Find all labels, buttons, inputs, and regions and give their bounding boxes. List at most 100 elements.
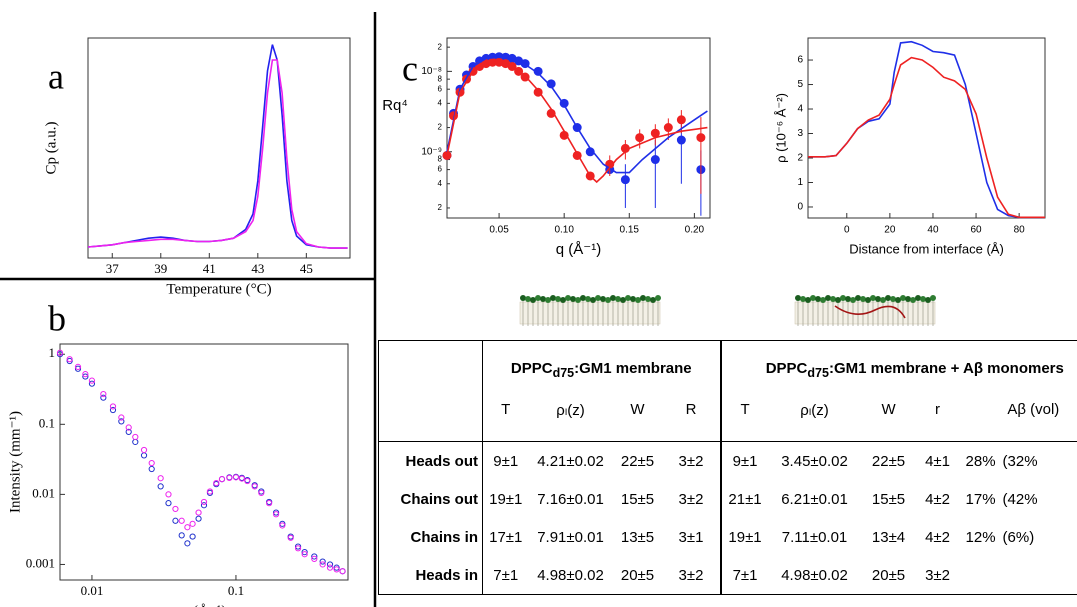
x-tick-label: 37 xyxy=(106,261,120,276)
data-point xyxy=(125,424,132,431)
lipid-head xyxy=(650,297,656,303)
data-point xyxy=(157,483,164,490)
lipid-head xyxy=(855,295,861,301)
x-tick-label: 0.15 xyxy=(620,225,640,236)
plot-frame xyxy=(59,343,349,581)
lipid-head xyxy=(590,297,596,303)
data-point xyxy=(195,509,202,516)
table-cell: (32% xyxy=(1002,452,1038,470)
x-axis-label: Temperature (°C) xyxy=(166,281,271,297)
x-tick-label: 0.20 xyxy=(685,225,705,236)
data-point xyxy=(319,558,326,565)
lipid-head xyxy=(585,296,591,302)
panel: a 37 39 41 43 45 Temperature (°C) Cp (a.u.) xyxy=(43,37,351,297)
data-point xyxy=(650,128,660,138)
data-point xyxy=(74,363,82,370)
data-point xyxy=(333,564,340,571)
data-point xyxy=(258,489,265,496)
x-tick-label: 45 xyxy=(300,261,313,276)
table-cell: 13±4 xyxy=(871,528,906,546)
data-point xyxy=(218,476,226,483)
y-tick-label: 1 xyxy=(797,177,803,188)
y-tick-label: 0.001 xyxy=(26,555,55,570)
lipid-head xyxy=(520,295,526,301)
table-cell: 9±1 xyxy=(732,452,758,470)
y-tick-label: 8 xyxy=(438,155,443,164)
table-body: DPPCd75:GM1 membrane DPPCd75:GM1 membrane… xyxy=(378,340,1077,595)
data-point xyxy=(676,115,686,125)
x-tick-label: 80 xyxy=(1014,225,1026,236)
lipid-head xyxy=(635,297,641,303)
column-header: W xyxy=(860,401,917,442)
y-axis-label: Intensity (mm⁻¹) xyxy=(7,411,23,513)
table-cell: 7.91±0.01 xyxy=(537,528,604,546)
lipid-head xyxy=(925,297,931,303)
data-point xyxy=(132,433,139,441)
y-tick-label: 4 xyxy=(438,179,443,188)
data-point xyxy=(294,545,302,552)
data-point xyxy=(272,509,280,516)
lipid-head xyxy=(920,296,926,302)
data-point xyxy=(244,477,251,485)
data-point xyxy=(546,79,556,89)
data-point xyxy=(238,475,246,482)
data-point xyxy=(66,357,73,365)
data-point xyxy=(635,133,645,143)
data-point xyxy=(272,511,280,518)
x-axis-label: q (Å⁻¹) xyxy=(182,603,227,607)
lipid-head xyxy=(580,295,586,301)
lipid-head xyxy=(915,295,921,301)
data-point xyxy=(172,505,179,513)
table-cell: 3±2 xyxy=(662,480,722,518)
peptide xyxy=(834,305,906,319)
data-point xyxy=(311,555,318,563)
table-cell: 17% xyxy=(965,490,996,508)
column-header: ρₗ(z) xyxy=(768,401,861,442)
table-row: Chains in 17±1 7.91±0.01 13±5 3±1 19±1 7.11±0.… xyxy=(378,518,1077,556)
table-wrap: DPPCd75:GM1 membrane DPPCd75:GM1 membrane… xyxy=(378,340,1077,607)
lipid-head xyxy=(560,297,566,303)
panel: b 0.01 0.1 0.001 0.01 0.1 1 q (Å⁻¹) Intensity (m… xyxy=(7,298,349,607)
lipid-head xyxy=(615,296,621,302)
lipid-head xyxy=(885,295,891,301)
row-label: Chains out xyxy=(378,480,483,518)
series-line xyxy=(808,40,1045,219)
group-header-part: d75 xyxy=(807,366,829,380)
lipid-head xyxy=(890,296,896,302)
data-point xyxy=(189,533,196,540)
table-cell xyxy=(1003,556,1077,595)
group-header-part: DPPC xyxy=(510,360,553,377)
table-cell: 4±1 xyxy=(925,452,950,470)
table-cell: 15±5 xyxy=(620,490,655,508)
column-header: T xyxy=(720,401,769,442)
table-cell: 28% xyxy=(965,452,996,470)
column-header: r xyxy=(916,401,959,442)
lipid-head xyxy=(850,297,856,303)
table-cell: 4.98±0.02 xyxy=(537,566,604,584)
data-point xyxy=(676,135,686,145)
table-cell: 7.16±0.01 xyxy=(537,490,604,508)
lipid-head xyxy=(645,296,651,302)
data-point xyxy=(206,488,214,495)
y-tick-label: 6 xyxy=(797,55,803,66)
data-point xyxy=(88,377,96,384)
lipid-head xyxy=(620,297,626,303)
y-tick-label: 0.01 xyxy=(32,485,55,500)
table-cell: 3±2 xyxy=(925,566,950,584)
data-point xyxy=(333,566,340,573)
y-tick-label: 1 xyxy=(49,345,56,360)
data-point xyxy=(663,123,673,133)
lipid-head xyxy=(625,295,631,301)
lipid-head xyxy=(800,296,806,302)
lipid-head xyxy=(865,297,871,303)
lipid-head xyxy=(835,297,841,303)
column-header: R xyxy=(662,401,722,442)
data-point xyxy=(294,543,302,550)
lipid-head xyxy=(630,296,636,302)
lipid-head xyxy=(575,297,581,303)
data-point xyxy=(287,534,294,541)
lipid-head xyxy=(565,295,571,301)
panel: 0 20 40 60 80 0 1 2 3 4 5 6 Distance from interface … xyxy=(773,37,1046,256)
y-tick-label: 5 xyxy=(797,79,803,90)
